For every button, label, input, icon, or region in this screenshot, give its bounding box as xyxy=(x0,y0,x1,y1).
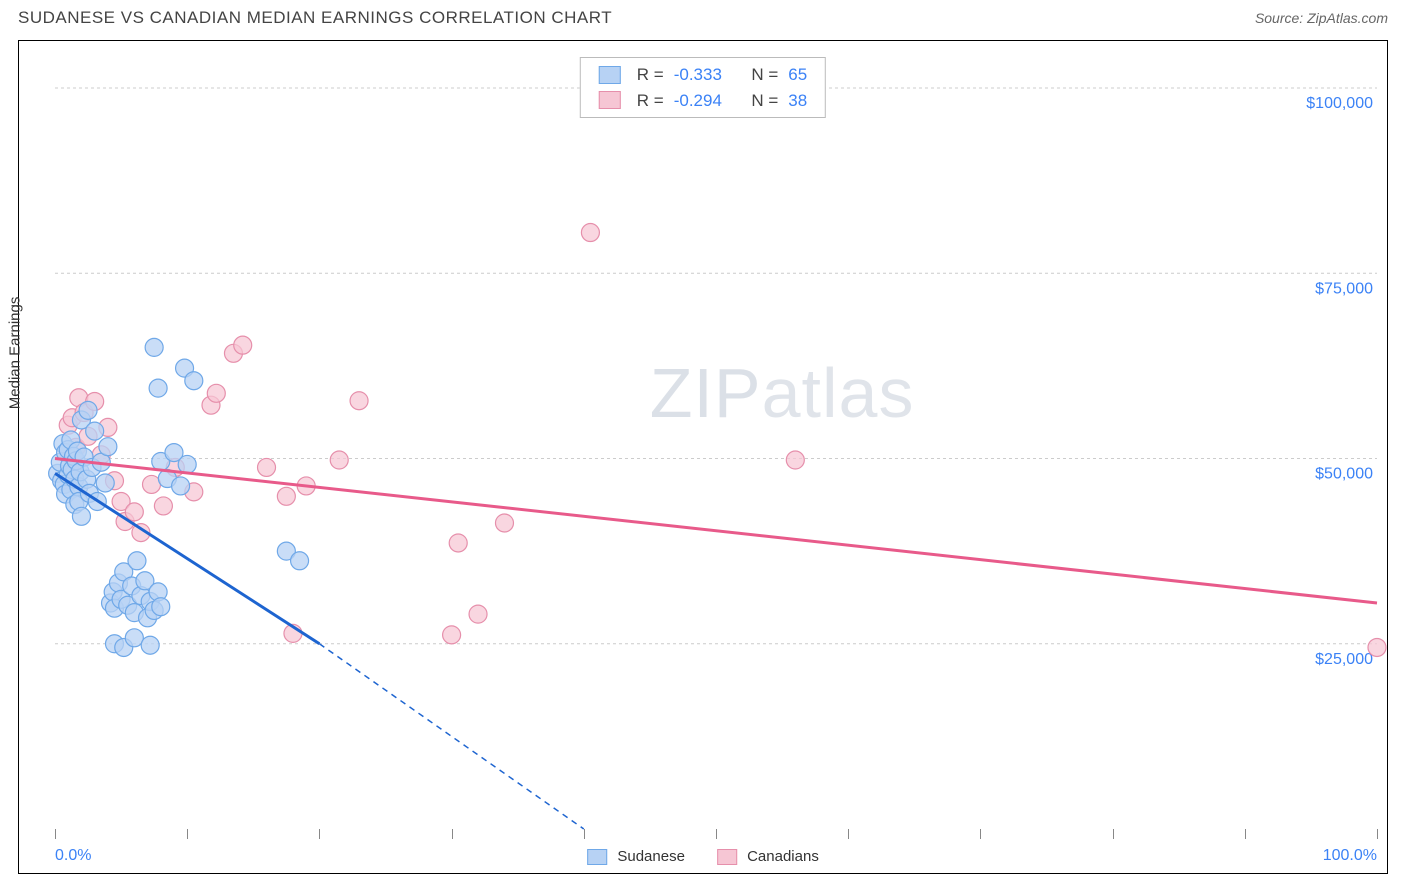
stat-n-label: N = xyxy=(751,62,778,88)
plot-region: $25,000$50,000$75,000$100,000 ZIPatlas xyxy=(55,51,1377,829)
legend-label: Sudanese xyxy=(617,848,685,865)
stats-row-sudanese: R = -0.333 N = 65 xyxy=(599,62,807,88)
source-label: Source: xyxy=(1255,10,1303,26)
stat-r-label: R = xyxy=(637,88,664,114)
svg-text:$75,000: $75,000 xyxy=(1315,280,1373,297)
scatter-plot-svg: $25,000 $50,000 $75,000 $100,000 xyxy=(55,51,1377,829)
swatch-sudanese-icon xyxy=(587,849,607,865)
chart-source: Source: ZipAtlas.com xyxy=(1255,10,1388,26)
svg-text:$50,000: $50,000 xyxy=(1315,466,1373,483)
stat-r-value: -0.294 xyxy=(674,88,722,114)
stat-n-label: N = xyxy=(751,88,778,114)
chart-header: SUDANESE VS CANADIAN MEDIAN EARNINGS COR… xyxy=(0,0,1406,32)
legend-item-sudanese: Sudanese xyxy=(587,848,685,865)
swatch-canadians-icon xyxy=(599,91,621,109)
x-axis-min-label: 0.0% xyxy=(55,847,91,865)
y-axis-label: Median Earnings xyxy=(7,297,24,410)
swatch-sudanese-icon xyxy=(599,66,621,84)
chart-area: Median Earnings $25,000$50,000$75,000$10… xyxy=(18,40,1388,874)
stats-row-canadians: R = -0.294 N = 38 xyxy=(599,88,807,114)
x-axis-max-label: 100.0% xyxy=(1323,847,1377,865)
legend: Sudanese Canadians xyxy=(587,848,819,865)
svg-text:$100,000: $100,000 xyxy=(1306,95,1373,112)
stats-box: R = -0.333 N = 65 R = -0.294 N = 38 xyxy=(580,57,826,118)
stat-r-label: R = xyxy=(637,62,664,88)
swatch-canadians-icon xyxy=(717,849,737,865)
legend-item-canadians: Canadians xyxy=(717,848,819,865)
stat-r-value: -0.333 xyxy=(674,62,722,88)
stat-n-value: 38 xyxy=(788,88,807,114)
stat-n-value: 65 xyxy=(788,62,807,88)
source-value: ZipAtlas.com xyxy=(1307,10,1388,26)
legend-label: Canadians xyxy=(747,848,819,865)
chart-title: SUDANESE VS CANADIAN MEDIAN EARNINGS COR… xyxy=(18,8,612,28)
svg-text:$25,000: $25,000 xyxy=(1315,651,1373,668)
